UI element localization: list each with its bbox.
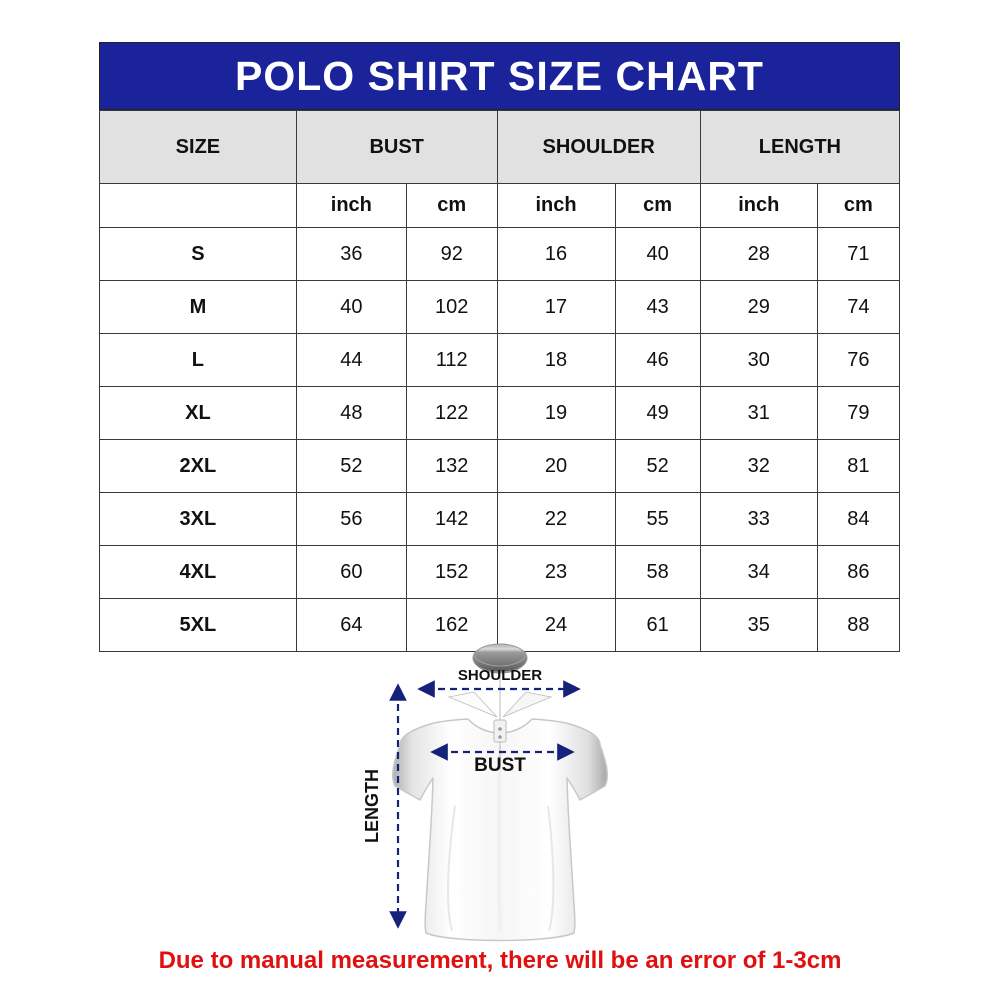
svg-text:LENGTH: LENGTH: [362, 769, 382, 843]
svg-text:BUST: BUST: [474, 755, 526, 776]
svg-text:SHOULDER: SHOULDER: [458, 667, 542, 684]
